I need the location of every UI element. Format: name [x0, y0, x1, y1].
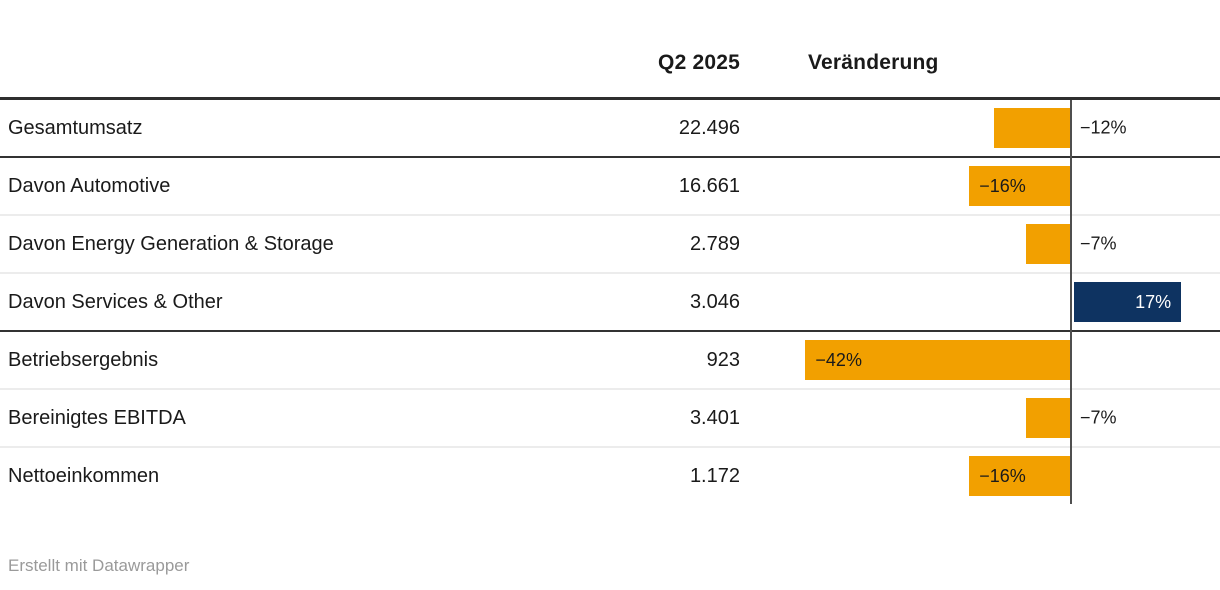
table-row: Davon Energy Generation & Storage 2.789 −7…: [0, 216, 1220, 274]
table-row: Davon Automotive 16.661 −16%: [0, 158, 1220, 216]
bar-cell: −7%: [740, 398, 1220, 438]
change-bar: [1025, 224, 1070, 264]
value-cell: 22.496: [678, 117, 740, 139]
table-row: Betriebsergebnis 923 −42%: [0, 332, 1220, 390]
row-label: Gesamtumsatz: [8, 117, 143, 139]
change-bar: [994, 108, 1070, 148]
change-bar: −42%: [805, 340, 1070, 380]
row-label: Davon Services & Other: [8, 291, 223, 313]
table-row: Davon Services & Other 3.046 17%: [0, 274, 1220, 332]
datawrapper-attribution-link[interactable]: Erstellt mit Datawrapper: [8, 556, 190, 575]
bar-label: −12%: [1080, 117, 1127, 138]
bar-label: −7%: [1080, 233, 1117, 254]
bar-cell: −12%: [740, 108, 1220, 148]
bar-cell: −42%: [740, 340, 1220, 380]
change-bar: 17%: [1074, 282, 1182, 322]
change-bar: −16%: [969, 166, 1070, 206]
bar-label: 17%: [1135, 291, 1172, 312]
table-row: Bereinigtes EBITDA 3.401 −7%: [0, 390, 1220, 448]
value-cell: 3.401: [689, 407, 740, 429]
bar-cell: −7%: [740, 224, 1220, 264]
bar-label: −16%: [979, 175, 1026, 196]
value-cell: 923: [706, 349, 740, 371]
table-row: Nettoeinkommen 1.172 −16%: [0, 448, 1220, 504]
row-label: Davon Energy Generation & Storage: [8, 233, 334, 255]
column-header-change: Veränderung: [808, 51, 939, 74]
change-bar: −16%: [969, 456, 1070, 496]
table-header: Q2 2025 Veränderung: [0, 0, 1220, 100]
bar-label: −7%: [1080, 407, 1117, 428]
bar-cell: −16%: [740, 166, 1220, 206]
row-label: Nettoeinkommen: [8, 465, 160, 487]
column-header-value: Q2 2025: [658, 51, 740, 74]
bar-label: −42%: [815, 349, 862, 370]
value-cell: 1.172: [689, 465, 740, 487]
row-label: Davon Automotive: [8, 175, 171, 197]
table-body: Gesamtumsatz 22.496 −12% Davon Automotive 16…: [0, 100, 1220, 504]
bar-cell: −16%: [740, 456, 1220, 496]
bar-label: −16%: [979, 465, 1026, 486]
value-cell: 16.661: [678, 175, 740, 197]
row-label: Betriebsergebnis: [8, 349, 159, 371]
value-cell: 3.046: [689, 291, 740, 313]
zero-baseline-axis: [1070, 100, 1072, 504]
change-bar: [1025, 398, 1070, 438]
value-cell: 2.789: [689, 233, 740, 255]
table-row: Gesamtumsatz 22.496 −12%: [0, 100, 1220, 158]
row-label: Bereinigtes EBITDA: [8, 407, 186, 429]
bar-cell: 17%: [740, 282, 1220, 322]
